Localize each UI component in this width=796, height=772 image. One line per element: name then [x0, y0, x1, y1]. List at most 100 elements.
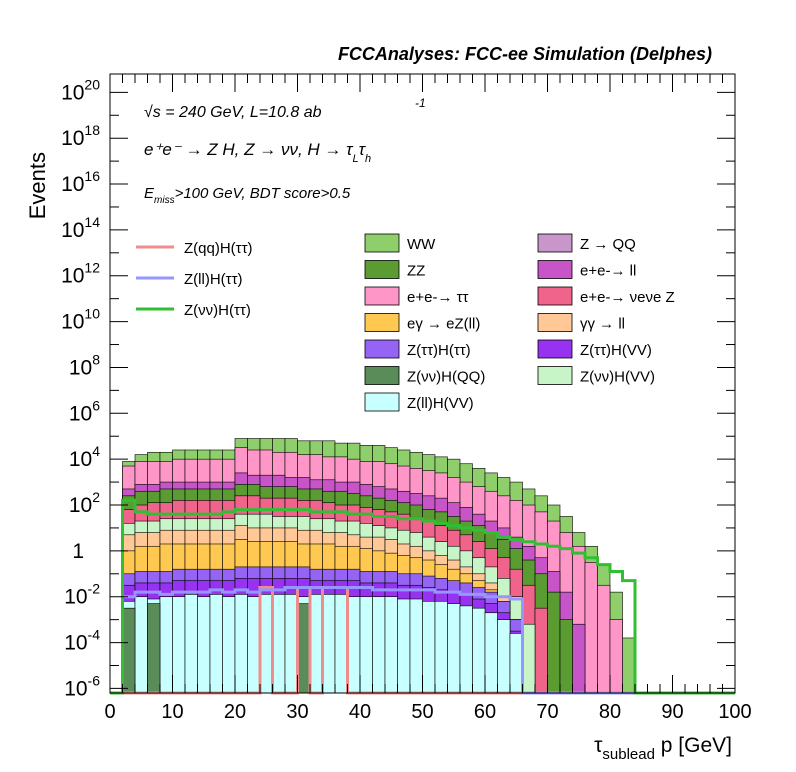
y-tick-label: 1010	[61, 306, 100, 334]
x-tick-label: 50	[411, 701, 433, 723]
stack-bin	[534, 607, 548, 694]
stack-bin	[472, 607, 486, 694]
y-tick-label: 1	[72, 540, 84, 563]
plot-frame	[109, 73, 736, 694]
legend-label: γγ → ll	[580, 316, 625, 333]
legend-swatch	[537, 233, 573, 253]
x-axis-label-rest: p [GeV]	[655, 734, 732, 757]
legend-label: e+e-→ ττ	[407, 289, 469, 306]
x-tick-label: 40	[349, 701, 371, 723]
legend-label: Z(νν)H(VV)	[580, 369, 655, 386]
stack-bin	[372, 596, 386, 694]
y-axis-label: Events	[25, 152, 50, 219]
stack-z-ll-h-vv-	[122, 594, 523, 694]
legend-label: Z(ττ)H(ττ)	[407, 342, 471, 359]
svg-text:e⁺e⁻ → Z H, Z → νν, H → τLτh: e⁺e⁻ → Z H, Z → νν, H → τLτh	[144, 140, 371, 165]
stack-bin	[422, 600, 436, 694]
line-z-h-	[110, 498, 735, 695]
stack-bin	[134, 596, 148, 694]
annotation-cut: Emiss>100 GeV, BDT score>0.5	[144, 185, 351, 206]
annotation-energy: √s = 240 GeV, L=10.8 ab -1	[144, 96, 426, 121]
svg-text:√s = 240 GeV, L=10.8 ab: √s = 240 GeV, L=10.8 ab	[144, 104, 322, 121]
y-tick-label: 10-6	[64, 672, 100, 700]
y-tick-label: 1014	[61, 214, 100, 242]
annotation-cut-E: E	[144, 185, 155, 202]
stack-bin	[597, 584, 611, 694]
legend-line-label: Z(qq)H(ττ)	[184, 240, 253, 257]
stack-bin	[322, 594, 336, 694]
x-tick-label: 0	[104, 701, 115, 723]
x-tick-label: 70	[536, 701, 558, 723]
legend-label: Z(νν)H(QQ)	[407, 369, 485, 386]
legend-swatch	[364, 233, 400, 253]
legend-label: WW	[407, 236, 436, 253]
x-tick-label: 60	[474, 701, 496, 723]
stack-bin	[609, 619, 623, 694]
legend-label: ZZ	[407, 263, 425, 280]
annotation-process: e⁺e⁻ → Z H, Z → νν, H → τLτh	[144, 140, 371, 165]
legend-label: e+e-→ νeνe Z	[580, 289, 675, 306]
legend-swatch	[537, 286, 573, 306]
legend-label: Z(ττ)H(VV)	[580, 342, 652, 359]
stack-bin	[359, 596, 373, 694]
annotation-cut-text: >100 GeV, BDT score>0.5	[175, 185, 351, 202]
y-tick-label: 1012	[61, 260, 100, 288]
annotation-tau-L: L	[353, 153, 359, 165]
stack-bin	[434, 600, 448, 694]
stack-bin	[397, 598, 411, 694]
stack-bin	[234, 594, 248, 694]
y-tick-label: 1018	[61, 122, 100, 150]
y-tick-label: 108	[69, 351, 100, 379]
stack-bin	[572, 623, 586, 694]
annotation-tau-2: τ	[359, 140, 367, 159]
legend-label: Z → QQ	[580, 236, 636, 253]
stack-bin	[409, 598, 423, 694]
x-tick-label: 80	[599, 701, 621, 723]
y-tick-label: 102	[69, 489, 100, 517]
legend-swatch	[364, 366, 400, 385]
axes: 0 10 20 30 40 50 60 70 80 90 10010-610-410-2110210…	[61, 74, 752, 723]
legend-label: e+e-→ ll	[580, 263, 636, 280]
stack-bin	[184, 594, 198, 694]
stack-bin	[447, 603, 461, 694]
annotation-energy-text: s = 240 GeV, L=10.8 ab	[153, 104, 322, 121]
sqrt-symbol: √	[144, 104, 153, 121]
y-tick-label: 10-4	[64, 627, 100, 655]
stack-bin	[122, 607, 136, 694]
annotation-lumi-exp: -1	[415, 96, 426, 110]
stack-bin	[297, 603, 311, 694]
y-axis-title: Events	[25, 152, 50, 219]
stack-bin	[622, 637, 636, 694]
legend-swatch	[364, 313, 400, 332]
stack-bin	[284, 594, 298, 694]
stack-bin	[384, 596, 398, 694]
x-axis-label-sub: sublead	[602, 746, 655, 763]
stack-bin	[484, 612, 498, 694]
x-tick-label: 10	[161, 701, 183, 723]
stack-bin	[172, 596, 186, 694]
x-tick-label: 100	[718, 701, 751, 723]
annotation-process-text: e⁺e⁻ → Z H, Z → νν, H → τ	[144, 140, 354, 159]
legend-line-label: Z(ll)H(ττ)	[184, 271, 243, 288]
legend-swatch	[364, 286, 400, 306]
legend: Z(qq)H(ττ) Z(ll)H(ττ) Z(νν)H(ττ) WW ZZ e+e-→ …	[136, 233, 675, 412]
legend-swatch	[364, 260, 400, 279]
stack-bin	[522, 623, 536, 694]
x-tick-label: 20	[224, 701, 246, 723]
svg-text:Emiss>100 GeV, BDT score>0.5: Emiss>100 GeV, BDT score>0.5	[144, 185, 351, 206]
stack-bin	[497, 619, 511, 694]
y-tick-label: 1016	[61, 168, 100, 196]
stack-bin	[559, 619, 573, 694]
y-tick-label: 104	[69, 443, 100, 471]
annotation-tau-h: h	[365, 153, 371, 165]
legend-swatch	[364, 339, 400, 359]
legend-swatch	[537, 313, 573, 332]
y-tick-label: 1020	[61, 76, 100, 104]
stack-bin	[547, 591, 561, 694]
stack-bin	[209, 594, 223, 694]
chart-title: FCCAnalyses: FCC-ee Simulation (Delphes)	[338, 44, 712, 64]
stack-bin	[584, 562, 598, 694]
stack-bin	[159, 596, 173, 694]
x-tick-label: 90	[661, 701, 683, 723]
stack-bin	[222, 596, 236, 694]
